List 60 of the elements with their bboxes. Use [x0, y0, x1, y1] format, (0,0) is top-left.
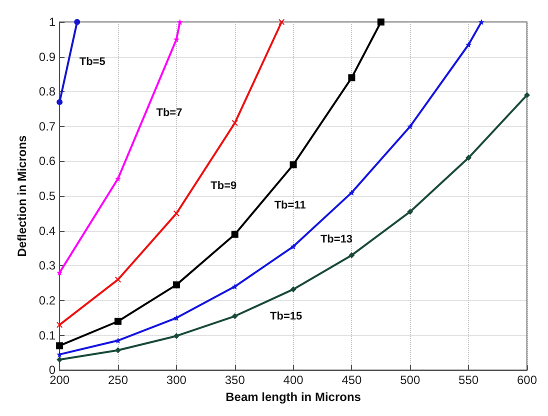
- y-tick-label: 0.8: [38, 84, 56, 99]
- point: [56, 99, 63, 106]
- y-tick-label: 0.5: [38, 189, 56, 204]
- point: [232, 313, 238, 320]
- y-tick-label: 0.9: [38, 50, 56, 64]
- y-tick-label: 0.4: [38, 224, 56, 238]
- series-label: Tb=13: [320, 234, 353, 246]
- point: [173, 314, 180, 321]
- y-tick-label: 0.1: [38, 328, 56, 342]
- y-tick-label: 1: [48, 15, 56, 29]
- point: [114, 318, 122, 325]
- y-tick-label: 0.3: [38, 258, 56, 273]
- point: [115, 276, 122, 283]
- point: [348, 252, 355, 258]
- point: [524, 92, 530, 98]
- point: [56, 270, 63, 276]
- point: [278, 19, 285, 25]
- y-tick-label: 0.7: [38, 119, 56, 134]
- x-tick-label: 250: [108, 373, 128, 388]
- x-tick-label: 200: [50, 373, 70, 388]
- point: [290, 286, 296, 292]
- x-tick-label: 550: [458, 373, 479, 388]
- point: [56, 322, 63, 328]
- point: [176, 19, 183, 25]
- series-label: Tb=5: [79, 56, 106, 68]
- point: [115, 347, 122, 354]
- y-tick-label: 0.2: [38, 293, 56, 308]
- point: [172, 281, 180, 288]
- point: [56, 356, 63, 363]
- point: [290, 161, 297, 168]
- series-label: Tb=11: [274, 200, 306, 212]
- point: [231, 230, 238, 238]
- x-tick-label: 350: [224, 373, 246, 388]
- point: [407, 208, 414, 215]
- point: [290, 244, 296, 250]
- point: [478, 19, 484, 25]
- series-label: Tb=9: [210, 180, 237, 192]
- point: [466, 42, 472, 48]
- x-tick-label: 500: [400, 373, 420, 388]
- point: [377, 18, 384, 26]
- point: [173, 332, 180, 339]
- x-tick-label: 600: [516, 373, 538, 388]
- point: [407, 123, 414, 130]
- point: [74, 19, 80, 25]
- x-axis-title: Beam length in Microns: [226, 390, 362, 404]
- x-tick-label: 400: [283, 373, 304, 388]
- point: [348, 74, 356, 82]
- x-tick-label: 450: [342, 373, 362, 388]
- y-axis-title: Deflection in Microns: [15, 135, 29, 257]
- point: [56, 342, 64, 350]
- y-tick-label: 0.6: [38, 154, 56, 168]
- series-label: Tb=7: [156, 107, 182, 120]
- point: [232, 284, 238, 290]
- point: [466, 154, 472, 161]
- point: [173, 210, 180, 216]
- x-tick-label: 300: [166, 373, 187, 388]
- point: [115, 176, 122, 182]
- point: [232, 120, 238, 126]
- series-label: Tb=15: [270, 310, 302, 323]
- point: [348, 190, 355, 196]
